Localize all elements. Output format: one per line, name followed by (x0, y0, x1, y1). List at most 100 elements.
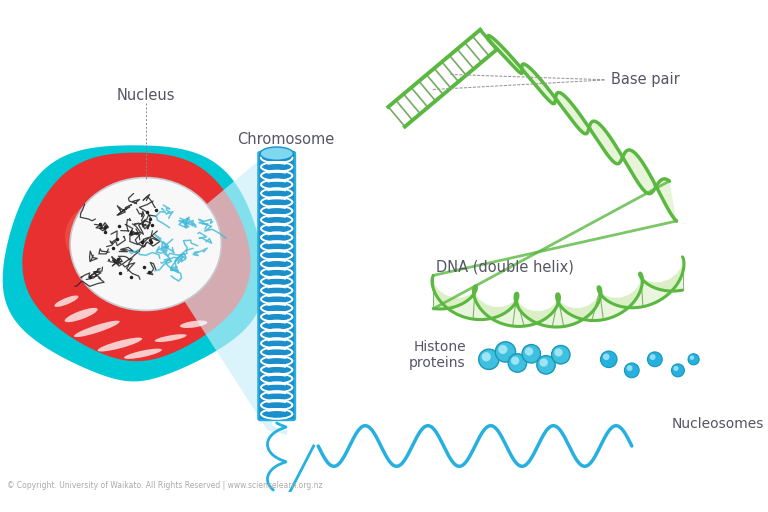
Circle shape (482, 352, 491, 361)
Circle shape (537, 356, 555, 374)
Polygon shape (515, 294, 535, 326)
Circle shape (650, 354, 656, 360)
Ellipse shape (124, 349, 162, 359)
Polygon shape (515, 297, 543, 324)
Polygon shape (593, 121, 611, 158)
Polygon shape (624, 276, 643, 308)
Circle shape (522, 345, 541, 363)
Polygon shape (491, 37, 519, 72)
Polygon shape (515, 293, 526, 327)
Polygon shape (518, 306, 554, 316)
Polygon shape (507, 52, 522, 73)
Polygon shape (532, 297, 559, 325)
Circle shape (690, 355, 694, 360)
Polygon shape (495, 40, 521, 73)
Polygon shape (591, 121, 606, 152)
Polygon shape (564, 96, 585, 134)
Text: Nucleus: Nucleus (117, 88, 175, 103)
Polygon shape (640, 273, 651, 307)
Polygon shape (557, 93, 574, 123)
Ellipse shape (260, 147, 293, 160)
Ellipse shape (98, 337, 142, 352)
Polygon shape (548, 88, 555, 101)
Circle shape (671, 364, 684, 377)
Polygon shape (521, 306, 558, 316)
Polygon shape (500, 45, 522, 73)
Polygon shape (582, 289, 601, 321)
Polygon shape (596, 122, 614, 162)
Polygon shape (621, 154, 627, 164)
Polygon shape (598, 291, 632, 310)
Text: DNA (double helix): DNA (double helix) (436, 260, 574, 274)
Polygon shape (474, 296, 508, 315)
Polygon shape (604, 291, 641, 302)
Text: Base pair: Base pair (611, 72, 680, 88)
Circle shape (495, 342, 515, 362)
Polygon shape (557, 296, 584, 323)
FancyBboxPatch shape (258, 152, 295, 420)
Circle shape (603, 353, 610, 360)
Polygon shape (558, 93, 578, 129)
Polygon shape (442, 290, 476, 310)
Polygon shape (515, 301, 549, 321)
Polygon shape (22, 153, 250, 361)
Polygon shape (639, 158, 651, 194)
Polygon shape (574, 292, 601, 319)
Polygon shape (432, 275, 443, 309)
Polygon shape (184, 156, 288, 435)
Polygon shape (432, 278, 452, 309)
Circle shape (478, 349, 499, 370)
Polygon shape (624, 152, 632, 174)
Polygon shape (674, 257, 684, 291)
Polygon shape (432, 286, 466, 305)
Polygon shape (449, 287, 476, 314)
Polygon shape (476, 301, 512, 311)
Polygon shape (640, 274, 667, 300)
Polygon shape (556, 94, 568, 115)
Polygon shape (466, 286, 476, 319)
Polygon shape (549, 294, 559, 327)
Polygon shape (526, 301, 559, 321)
Ellipse shape (74, 321, 120, 337)
Polygon shape (514, 59, 522, 72)
Circle shape (674, 366, 679, 371)
Polygon shape (557, 300, 591, 318)
Polygon shape (657, 181, 664, 202)
Polygon shape (432, 281, 459, 308)
Polygon shape (581, 116, 589, 131)
Polygon shape (488, 36, 504, 56)
Polygon shape (663, 179, 673, 217)
Polygon shape (457, 286, 476, 317)
Circle shape (511, 356, 519, 365)
Polygon shape (626, 150, 637, 181)
Circle shape (540, 358, 548, 367)
Polygon shape (541, 295, 559, 327)
Ellipse shape (65, 308, 98, 322)
Polygon shape (615, 144, 622, 161)
Polygon shape (488, 37, 497, 48)
Circle shape (551, 346, 570, 364)
Polygon shape (641, 276, 674, 295)
Circle shape (508, 354, 527, 372)
Polygon shape (557, 294, 577, 326)
Circle shape (624, 363, 639, 378)
Ellipse shape (55, 295, 78, 307)
Polygon shape (657, 263, 684, 291)
Polygon shape (649, 173, 655, 191)
Polygon shape (479, 303, 516, 313)
Polygon shape (554, 96, 561, 106)
Polygon shape (521, 65, 536, 86)
Polygon shape (650, 268, 684, 289)
Polygon shape (598, 287, 618, 318)
Polygon shape (588, 125, 594, 135)
Circle shape (647, 352, 662, 367)
Polygon shape (562, 302, 599, 313)
Polygon shape (474, 288, 493, 319)
Polygon shape (474, 291, 501, 318)
Polygon shape (535, 73, 554, 103)
Polygon shape (600, 124, 617, 164)
Polygon shape (522, 64, 542, 93)
Polygon shape (598, 288, 626, 314)
Polygon shape (559, 304, 596, 313)
Ellipse shape (180, 321, 207, 328)
